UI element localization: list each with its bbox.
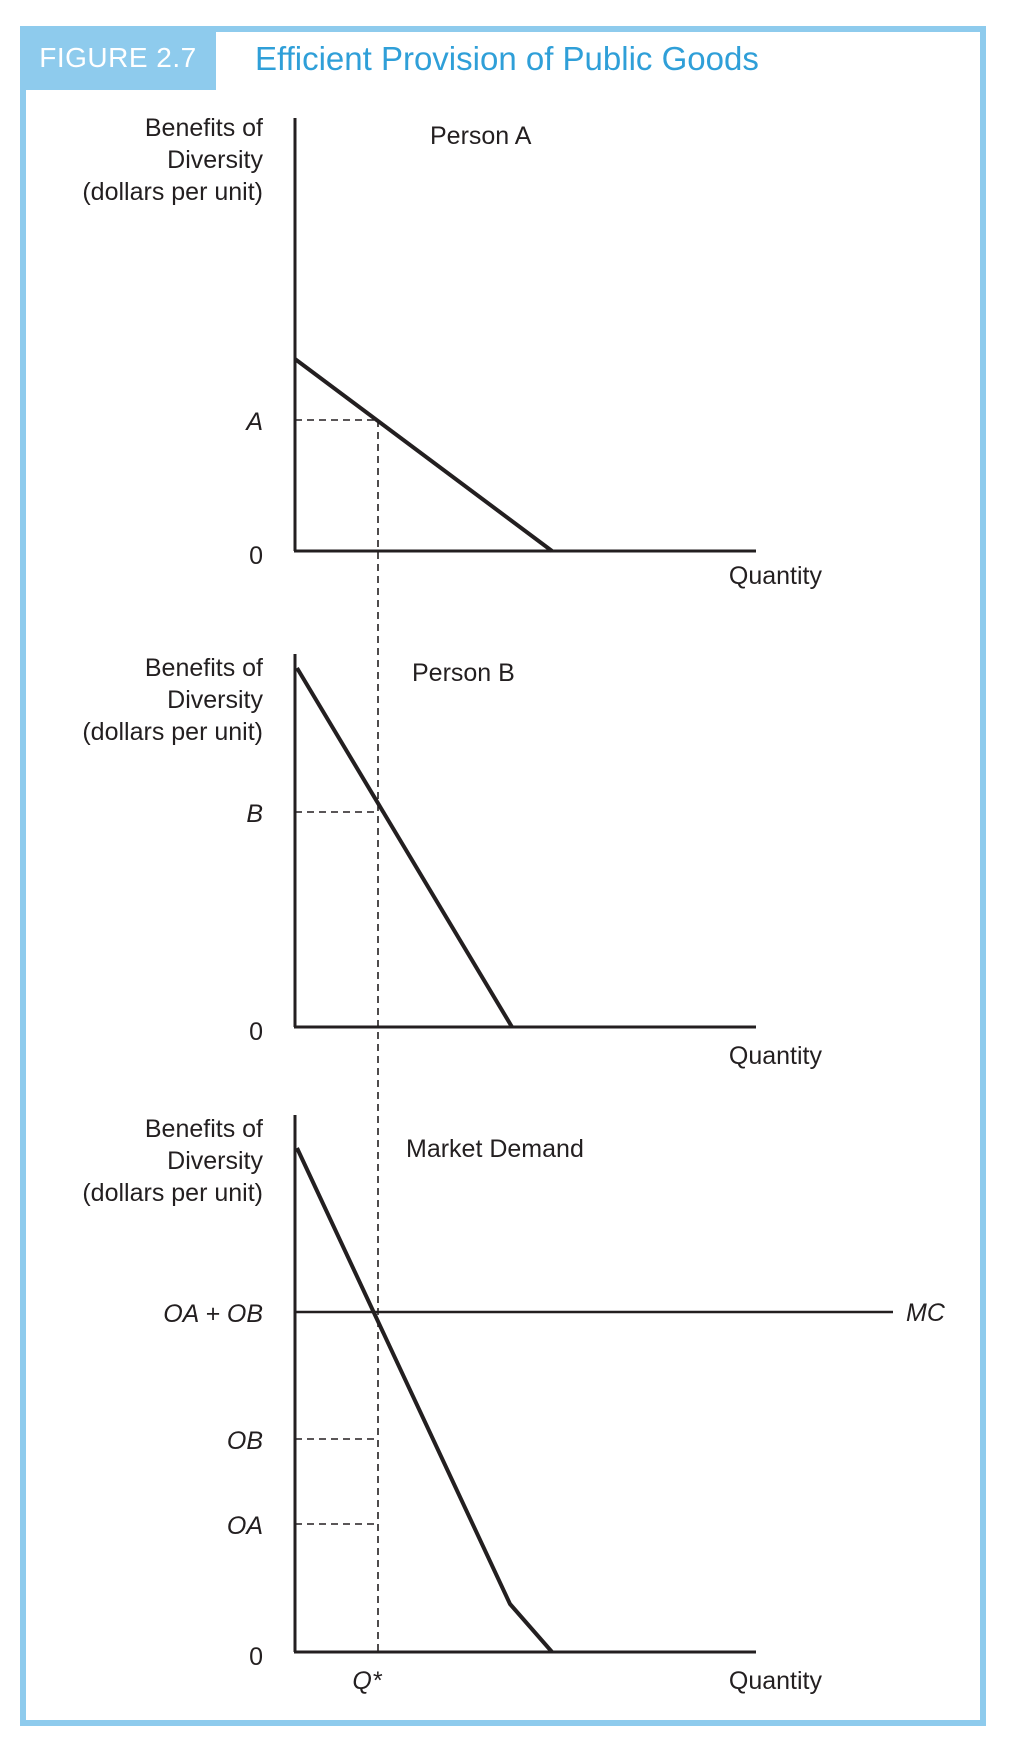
panel-b-ylabel-line3: (dollars per unit): [82, 718, 263, 746]
panel-a-ylabel-line1: Benefits of: [145, 114, 263, 142]
panel-c-ylabel-line1: Benefits of: [145, 1115, 263, 1143]
panel-c-ylabel-line3: (dollars per unit): [82, 1179, 263, 1207]
panel-c-tick-oa: OA: [227, 1512, 263, 1540]
panel-a-xlabel: Quantity: [729, 562, 823, 590]
panel-a-demand-curve: [293, 357, 554, 553]
panel-c-zero: 0: [249, 1643, 263, 1671]
figure-title: Efficient Provision of Public Goods: [255, 40, 759, 77]
panel-b-zero: 0: [249, 1018, 263, 1046]
panel-b-title: Person B: [412, 659, 515, 687]
panel-b-xlabel: Quantity: [729, 1042, 823, 1070]
figure-number-badge: FIGURE 2.7: [20, 26, 216, 90]
panel-c-q-star-label: Q*: [352, 1667, 382, 1695]
panel-b-tick-b: B: [246, 800, 263, 828]
panel-a-title: Person A: [430, 122, 532, 150]
panel-c-ylabel-line2: Diversity: [167, 1147, 263, 1175]
panel-b-demand-curve: [295, 666, 514, 1029]
panel-c-tick-oa-plus-ob: OA + OB: [163, 1300, 263, 1328]
panel-b-ylabel-line1: Benefits of: [145, 654, 263, 682]
figure-frame: [20, 26, 986, 1726]
panel-a-ylabel-line2: Diversity: [167, 146, 263, 174]
panel-c-title: Market Demand: [406, 1135, 584, 1163]
panel-b-ylabel-line2: Diversity: [167, 686, 263, 714]
panel-a-tick-a: A: [244, 408, 263, 436]
panel-a-zero: 0: [249, 542, 263, 570]
panel-c-market-demand-curve: [295, 1147, 554, 1654]
panel-c-xlabel: Quantity: [729, 1667, 823, 1695]
panel-a-ylabel-line3: (dollars per unit): [82, 178, 263, 206]
panel-c-mc-label: MC: [906, 1299, 946, 1327]
panel-c-tick-ob: OB: [227, 1427, 263, 1455]
